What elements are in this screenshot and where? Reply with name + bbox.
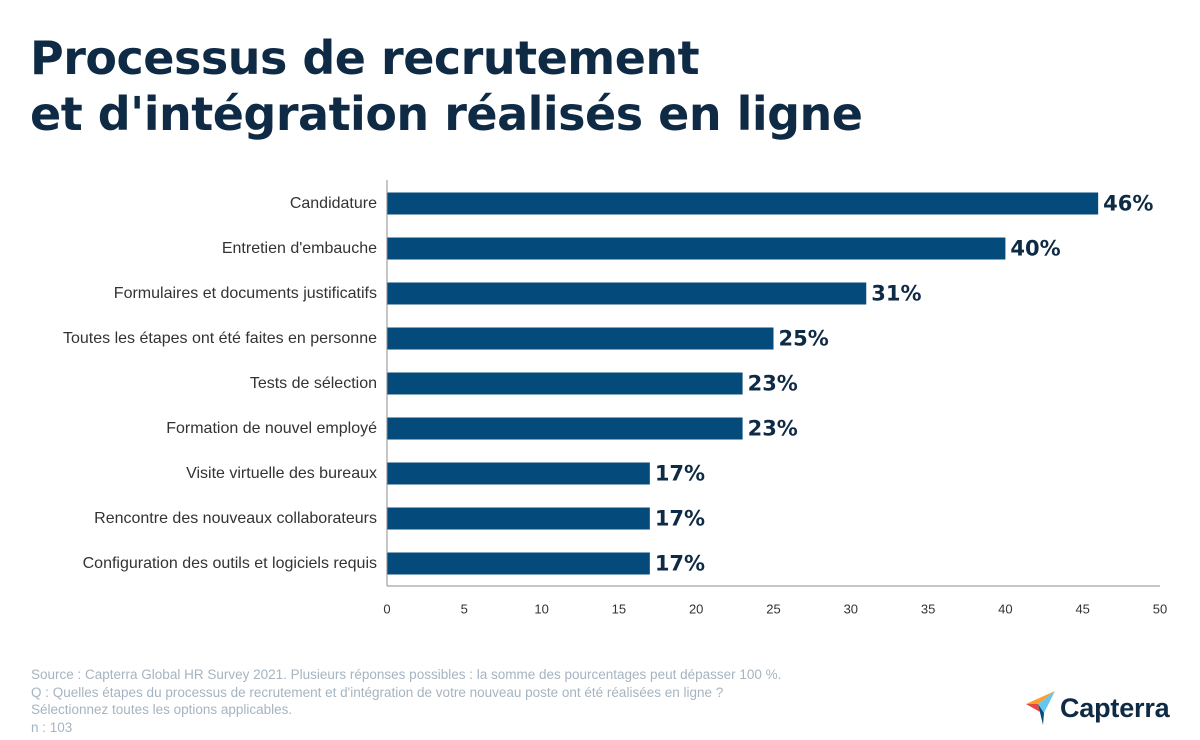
category-label-1: Entretien d'embauche xyxy=(222,240,377,257)
x-tick-label-3: 15 xyxy=(612,602,626,617)
category-labels-group: Candidature Entretien d'embauche Formulair… xyxy=(63,195,377,572)
x-tick-label-1: 5 xyxy=(461,602,468,617)
category-label-6: Visite virtuelle des bureaux xyxy=(186,465,377,482)
value-label-8: 17% xyxy=(655,552,705,576)
bar-1 xyxy=(387,237,1006,260)
chart-title-line-1: Processus de recrutement xyxy=(30,31,700,85)
x-tick-label-2: 10 xyxy=(534,602,548,617)
bar-4 xyxy=(387,372,743,395)
capterra-arrow-facet-4 xyxy=(1026,704,1040,712)
category-label-2: Formulaires et documents justificatifs xyxy=(114,285,377,302)
bars-group xyxy=(387,192,1099,575)
x-tick-label-9: 45 xyxy=(1075,602,1089,617)
footer-instruction: Sélectionnez toutes les options applicab… xyxy=(31,702,293,717)
x-tick-label-4: 20 xyxy=(689,602,703,617)
x-ticks-group: 0 5 10 15 20 25 30 35 40 45 50 xyxy=(383,602,1167,617)
value-label-3: 25% xyxy=(779,327,829,351)
value-label-1: 40% xyxy=(1010,237,1060,261)
footer-source: Source : Capterra Global HR Survey 2021.… xyxy=(31,667,782,682)
value-label-0: 46% xyxy=(1103,192,1153,216)
chart-footer: Source : Capterra Global HR Survey 2021.… xyxy=(31,666,991,736)
capterra-arrow-icon xyxy=(1026,691,1055,725)
category-label-4: Tests de sélection xyxy=(250,375,377,392)
chart-title-line-2: et d'intégration réalisés en ligne xyxy=(30,87,863,141)
value-labels-group: 46% 40% 31% 25% 23% 23% 17% 17% 17% xyxy=(655,192,1154,576)
category-label-3: Toutes les étapes ont été faites en pers… xyxy=(63,330,377,347)
capterra-logo[interactable]: Capterra xyxy=(1026,688,1186,728)
category-label-5: Formation de nouvel employé xyxy=(166,420,377,437)
footer-sample-size: n : 103 xyxy=(31,719,73,735)
bar-6 xyxy=(387,462,650,485)
value-label-7: 17% xyxy=(655,507,705,531)
value-label-2: 31% xyxy=(871,282,921,306)
chart-title: Processus de recrutement et d'intégratio… xyxy=(30,30,1170,142)
x-tick-label-0: 0 xyxy=(383,602,390,617)
bar-7 xyxy=(387,507,650,530)
bar-8 xyxy=(387,552,650,575)
category-label-7: Rencontre des nouveaux collaborateurs xyxy=(94,510,377,527)
capterra-arrow-facet-3 xyxy=(1038,704,1044,725)
axes-group xyxy=(386,180,1160,587)
capterra-arrow-facet-1 xyxy=(1026,691,1055,704)
value-label-4: 23% xyxy=(748,372,798,396)
x-tick-label-5: 25 xyxy=(766,602,780,617)
value-label-5: 23% xyxy=(748,417,798,441)
bar-chart: Candidature Entretien d'embauche Formulair… xyxy=(63,180,1167,617)
bar-5 xyxy=(387,417,743,440)
x-tick-label-10: 50 xyxy=(1153,602,1167,617)
capterra-arrow-facet-2 xyxy=(1038,691,1055,713)
category-label-8: Configuration des outils et logiciels re… xyxy=(83,555,377,572)
value-label-6: 17% xyxy=(655,462,705,486)
capterra-logo-text: Capterra xyxy=(1060,692,1170,723)
x-tick-label-7: 35 xyxy=(921,602,935,617)
bar-2 xyxy=(387,282,867,305)
x-tick-label-8: 40 xyxy=(998,602,1012,617)
x-tick-label-6: 30 xyxy=(844,602,858,617)
bar-0 xyxy=(387,192,1099,215)
footer-question: Q : Quelles étapes du processus de recru… xyxy=(31,684,724,700)
bar-3 xyxy=(387,327,774,350)
category-label-0: Candidature xyxy=(290,195,377,212)
